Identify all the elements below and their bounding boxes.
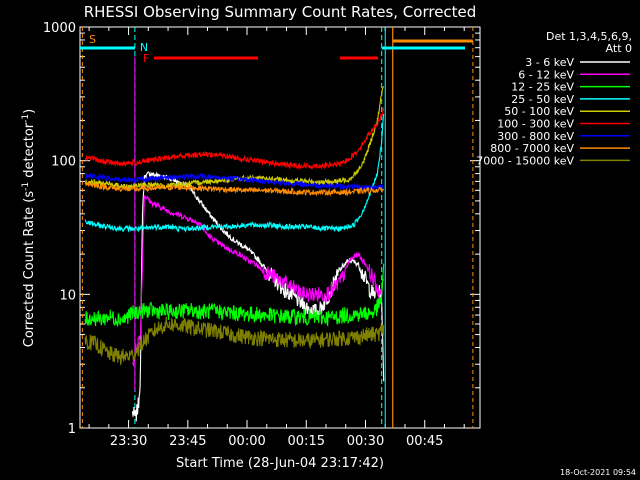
series-line bbox=[84, 181, 385, 197]
series-line bbox=[131, 171, 385, 422]
series-line bbox=[84, 107, 385, 170]
legend-entry-label: 3 - 6 keV bbox=[525, 56, 574, 69]
chart-title: RHESSI Observing Summary Count Rates, Co… bbox=[84, 3, 477, 21]
legend-header-detectors: Det 1,3,4,5,6,9, bbox=[546, 30, 632, 43]
axis-ticks bbox=[80, 27, 480, 429]
legend-entry-label: 25 - 50 keV bbox=[511, 93, 574, 106]
legend-entry-label: 6 - 12 keV bbox=[518, 68, 574, 81]
x-axis-label: Start Time (28-Jun-04 23:17:42) bbox=[176, 456, 384, 471]
legend-entry-label: 12 - 25 keV bbox=[511, 81, 574, 94]
y-tick-label: 100 bbox=[51, 155, 76, 170]
x-tick-label: 00:00 bbox=[228, 434, 265, 449]
legend-entry-label: 7000 - 15000 keV bbox=[476, 154, 574, 167]
x-tick-labels: 23:30 23:45 00:00 00:15 00:30 00:45 bbox=[110, 434, 444, 449]
series-layer bbox=[84, 85, 385, 422]
y-label-mid: detector bbox=[22, 122, 37, 182]
y-label-sup-1: -1 bbox=[21, 182, 31, 191]
series-line bbox=[84, 113, 385, 233]
y-tick-labels: 1 10 100 1000 bbox=[43, 21, 76, 437]
series-line bbox=[132, 195, 385, 367]
legend-header-attenuator: Att 0 bbox=[606, 42, 632, 55]
y-tick-label: 1000 bbox=[43, 21, 76, 36]
x-tick-label: 00:30 bbox=[347, 434, 384, 449]
y-axis-label: Corrected Count Rate (s-1 detector-1) bbox=[21, 109, 37, 347]
s-flag-label: S bbox=[89, 33, 96, 46]
x-tick-label: 23:30 bbox=[110, 434, 147, 449]
f-flag-label: F bbox=[143, 52, 149, 65]
series-line bbox=[84, 172, 385, 193]
y-label-main: Corrected Count Rate (s bbox=[22, 191, 37, 348]
legend-entry-label: 50 - 100 keV bbox=[504, 105, 574, 118]
plot-frame bbox=[79, 26, 481, 429]
x-tick-label: 00:15 bbox=[288, 434, 325, 449]
y-tick-label: 10 bbox=[59, 288, 76, 303]
y-label-sup-2: -1 bbox=[21, 114, 31, 123]
y-label-end: ) bbox=[22, 109, 37, 114]
legend-entry-label: 800 - 7000 keV bbox=[490, 142, 574, 155]
legend-entry-label: 300 - 800 keV bbox=[497, 130, 574, 143]
series-line bbox=[84, 316, 385, 366]
timestamp-footer: 18-Oct-2021 09:54 bbox=[560, 468, 636, 477]
x-tick-label: 00:45 bbox=[406, 434, 443, 449]
y-tick-label: 1 bbox=[68, 422, 76, 437]
x-tick-label: 23:45 bbox=[169, 434, 206, 449]
series-line bbox=[84, 263, 385, 327]
legend-entry-label: 100 - 300 keV bbox=[497, 118, 574, 131]
n-flag-label: N bbox=[140, 41, 148, 54]
